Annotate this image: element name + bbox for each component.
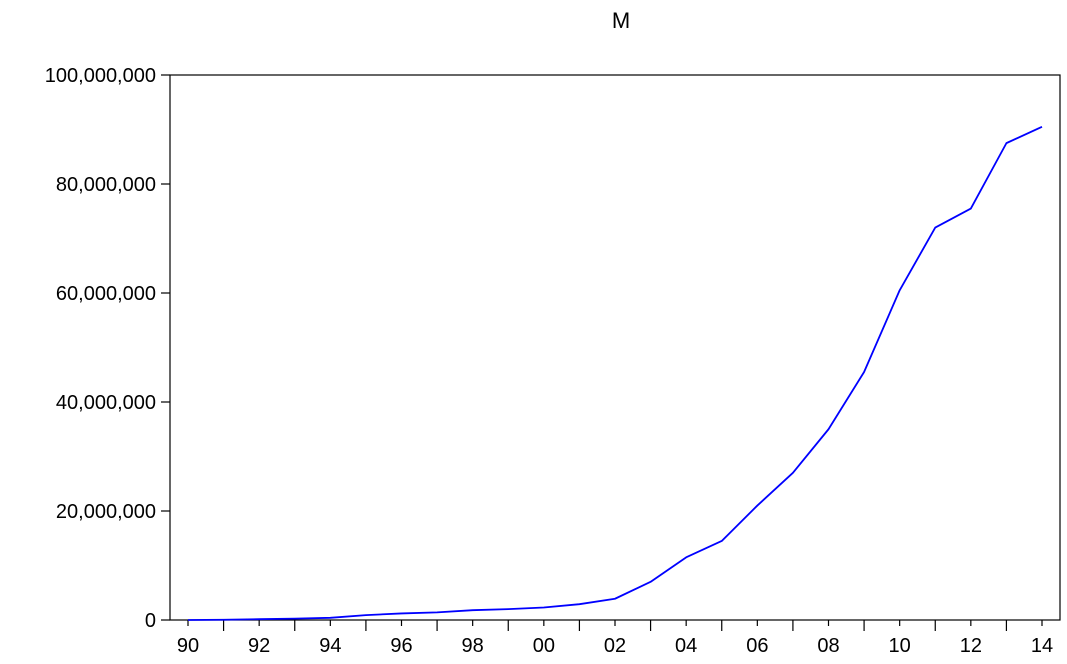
x-tick-label: 94 <box>319 635 341 657</box>
x-tick-label: 04 <box>675 635 697 657</box>
plot-frame <box>169 74 1061 621</box>
series-line-0 <box>187 125 1043 621</box>
series-layer <box>187 125 1043 621</box>
y-tick-label: 100,000,000 <box>45 65 156 87</box>
x-tick-label: 00 <box>533 635 555 657</box>
y-tick-label: 0 <box>145 610 156 632</box>
x-tick-label: 10 <box>889 635 911 657</box>
x-tick-label: 98 <box>462 635 484 657</box>
y-tick-label: 40,000,000 <box>56 392 156 414</box>
x-tick-label: 02 <box>604 635 626 657</box>
y-tick-label: 60,000,000 <box>56 283 156 305</box>
x-axis: 90 92 94 96 98 00 02 04 06 08 10 12 14 <box>177 620 1053 657</box>
y-tick-label: 80,000,000 <box>56 174 156 196</box>
x-tick-label: 92 <box>248 635 270 657</box>
y-axis: 0 20,000,000 40,000,000 60,000,000 80,000,00… <box>45 65 170 632</box>
x-tick-label: 06 <box>746 635 768 657</box>
x-tick-label: 90 <box>177 635 199 657</box>
x-tick-label: 12 <box>960 635 982 657</box>
x-tick-label: 96 <box>390 635 412 657</box>
chart-title: M <box>612 8 630 33</box>
y-tick-label: 20,000,000 <box>56 501 156 523</box>
x-tick-label: 14 <box>1031 635 1053 657</box>
x-tick-label: 08 <box>817 635 839 657</box>
